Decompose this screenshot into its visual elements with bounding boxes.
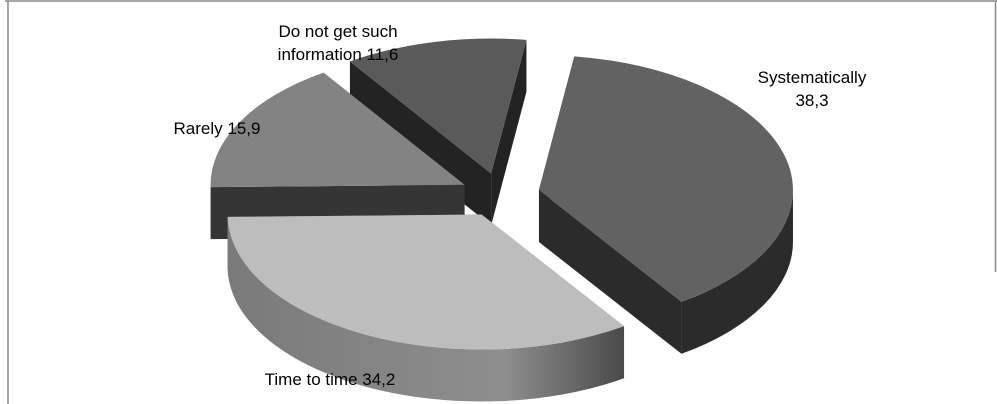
pie-slice-top (538, 56, 793, 302)
slice-label-line: information 11,6 (278, 45, 399, 64)
pie-slice-top (227, 214, 625, 350)
pie-slice (538, 56, 793, 354)
slice-label-line: 38,3 (795, 91, 828, 110)
pie-slice-wall (491, 39, 527, 226)
pie-slice (227, 214, 625, 402)
slice-label: Do not get such information 11,6 (278, 22, 399, 64)
pie-slice-top (210, 72, 465, 188)
slice-label: Systematically 38,3 (758, 68, 867, 110)
pie-slice-wall (538, 190, 682, 354)
slice-label: Time to time 34,2 (265, 370, 396, 389)
pie-slice-top (349, 38, 527, 174)
slice-label-line: Do not get such (278, 22, 397, 41)
slice-label-line: Systematically (758, 68, 867, 87)
pie-slice-side (681, 190, 793, 354)
slice-label-line: Time to time 34,2 (265, 370, 396, 389)
slice-label: Rarely 15,9 (174, 119, 261, 138)
pie-slice-side (227, 216, 625, 402)
slice-label-line: Rarely 15,9 (174, 119, 261, 138)
